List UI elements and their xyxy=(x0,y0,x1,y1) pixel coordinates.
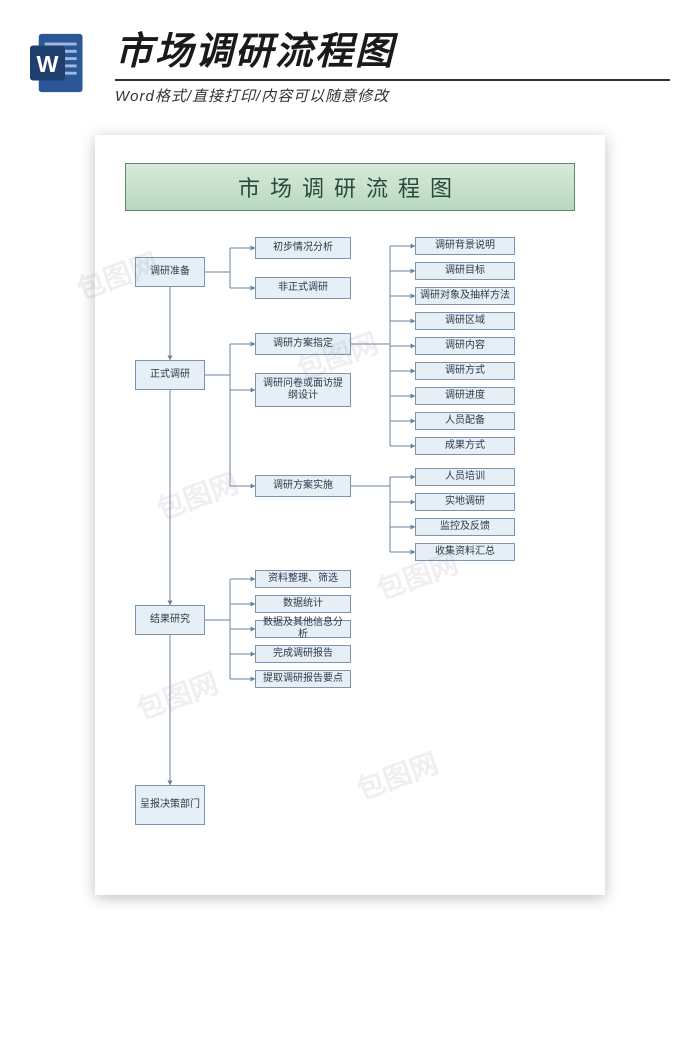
flowchart-node: 收集资料汇总 xyxy=(415,543,515,561)
flowchart-node: 监控及反馈 xyxy=(415,518,515,536)
flowchart-node: 调研对象及抽样方法 xyxy=(415,287,515,305)
main-title: 市场调研流程图 xyxy=(115,20,670,81)
page-header: W 市场调研流程图 Word格式/直接打印/内容可以随意修改 xyxy=(0,0,700,116)
flowchart-node: 人员配备 xyxy=(415,412,515,430)
flowchart-node: 非正式调研 xyxy=(255,277,351,299)
flowchart-node: 调研方案实施 xyxy=(255,475,351,497)
flowchart-node: 数据及其他信息分析 xyxy=(255,620,351,638)
flowchart: 调研准备 初步情况分析非正式调研正式调研 调研方案指定调研问卷或面访提纲设计调研方案… xyxy=(125,225,575,865)
flowchart-node: 提取调研报告要点 xyxy=(255,670,351,688)
flowchart-node: 调研方案指定 xyxy=(255,333,351,355)
flowchart-node: 数据统计 xyxy=(255,595,351,613)
flowchart-node: 实地调研 xyxy=(415,493,515,511)
flowchart-node: 调研内容 xyxy=(415,337,515,355)
sub-title: Word格式/直接打印/内容可以随意修改 xyxy=(115,85,670,106)
flowchart-node: 调研目标 xyxy=(415,262,515,280)
flowchart-node: 调研方式 xyxy=(415,362,515,380)
flowchart-node: 结果研究 xyxy=(135,605,205,635)
flowchart-node: 调研区域 xyxy=(415,312,515,330)
flowchart-node: 人员培训 xyxy=(415,468,515,486)
word-icon: W xyxy=(30,28,100,98)
flowchart-node: 调研进度 xyxy=(415,387,515,405)
document-page: 市场调研流程图 调研准备 初步情况分析非正式调研正式调研 调研方案指定调研问卷或面访… xyxy=(95,135,605,895)
flowchart-node: 正式调研 xyxy=(135,360,205,390)
flowchart-node: 调研问卷或面访提纲设计 xyxy=(255,373,351,407)
flowchart-node: 呈报决策部门 xyxy=(135,785,205,825)
svg-text:W: W xyxy=(36,51,58,77)
header-text: 市场调研流程图 Word格式/直接打印/内容可以随意修改 xyxy=(115,20,670,106)
flowchart-node: 完成调研报告 xyxy=(255,645,351,663)
flowchart-node: 调研背景说明 xyxy=(415,237,515,255)
document-title: 市场调研流程图 xyxy=(125,163,575,211)
flowchart-node: 成果方式 xyxy=(415,437,515,455)
flowchart-node: 调研准备 xyxy=(135,257,205,287)
flowchart-node: 初步情况分析 xyxy=(255,237,351,259)
flowchart-node: 资料整理、筛选 xyxy=(255,570,351,588)
